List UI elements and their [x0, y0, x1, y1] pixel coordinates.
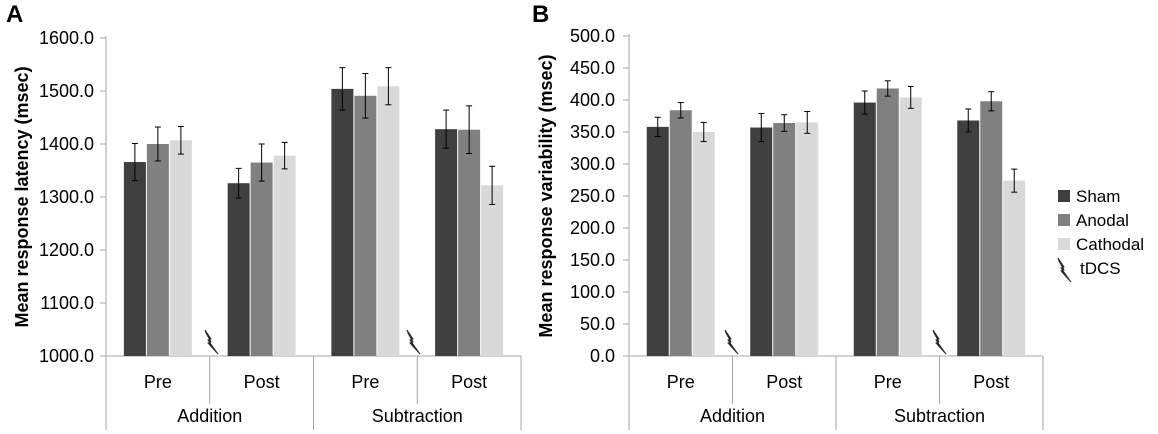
- y-tick-label: 300.0: [570, 154, 615, 174]
- y-tick-label: 350.0: [570, 122, 615, 142]
- legend-label: Cathodal: [1076, 235, 1144, 254]
- y-tick-label: 0.0: [590, 346, 615, 366]
- x-group-label: Addition: [177, 406, 242, 426]
- x-group-label: Addition: [700, 406, 765, 426]
- bar: [331, 88, 354, 356]
- bar: [773, 123, 796, 356]
- bar: [377, 86, 400, 356]
- panel-letter-A: A: [6, 1, 23, 28]
- bar: [481, 185, 504, 356]
- bar: [250, 162, 273, 356]
- y-axis-title: Mean response latency (msec): [12, 66, 32, 327]
- bar: [1003, 180, 1026, 356]
- legend-tdcs-icon: [1057, 257, 1072, 283]
- y-tick-label: 400.0: [570, 90, 615, 110]
- y-tick-label: 250.0: [570, 186, 615, 206]
- legend-swatch: [1058, 214, 1070, 226]
- bar: [646, 126, 669, 356]
- y-tick-label: 450.0: [570, 58, 615, 78]
- y-tick-label: 1300.0: [39, 187, 94, 207]
- tdcs-marker-icon: [204, 329, 219, 355]
- bar: [169, 140, 192, 356]
- y-tick-label: 200.0: [570, 218, 615, 238]
- x-category-label: Pre: [351, 372, 379, 392]
- x-group-label: Subtraction: [894, 406, 985, 426]
- x-category-label: Pre: [144, 372, 172, 392]
- bar: [354, 95, 377, 357]
- y-tick-label: 1600.0: [39, 28, 94, 48]
- legend-swatch: [1058, 190, 1070, 202]
- bar: [980, 101, 1003, 356]
- y-tick-label: 100.0: [570, 282, 615, 302]
- bar: [146, 144, 169, 356]
- y-tick-label: 1200.0: [39, 240, 94, 260]
- bar: [227, 183, 250, 356]
- y-tick-label: 1100.0: [40, 293, 94, 313]
- bar: [692, 132, 715, 356]
- bar: [899, 97, 922, 356]
- y-tick-label: 1500.0: [39, 81, 94, 101]
- bar: [669, 110, 692, 357]
- tdcs-marker-icon: [932, 329, 947, 355]
- legend-swatch: [1058, 238, 1070, 250]
- y-axis-title: Mean response variability (msec): [536, 54, 556, 337]
- legend-label: Anodal: [1076, 211, 1129, 230]
- bar: [876, 88, 899, 356]
- bar: [957, 120, 980, 356]
- y-tick-label: 1400.0: [39, 134, 94, 154]
- tdcs-marker-icon: [724, 329, 739, 355]
- bar: [123, 162, 146, 356]
- bar: [750, 127, 773, 357]
- y-tick-label: 500.0: [570, 26, 615, 46]
- x-category-label: Post: [973, 372, 1009, 392]
- x-category-label: Post: [244, 372, 280, 392]
- x-category-label: Post: [766, 372, 802, 392]
- x-group-label: Subtraction: [372, 406, 463, 426]
- legend-label: Sham: [1076, 187, 1120, 206]
- bar: [853, 102, 876, 356]
- panel-letter-B: B: [532, 1, 549, 28]
- bar: [273, 155, 296, 356]
- legend-label-tdcs: tDCS: [1080, 259, 1121, 278]
- bar: [796, 122, 819, 357]
- y-tick-label: 50.0: [580, 314, 615, 334]
- bar: [435, 129, 458, 356]
- y-tick-label: 1000.0: [39, 346, 94, 366]
- y-tick-label: 150.0: [570, 250, 615, 270]
- bar: [458, 129, 481, 356]
- tdcs-marker-icon: [406, 329, 421, 355]
- x-category-label: Pre: [667, 372, 695, 392]
- x-category-label: Post: [451, 372, 487, 392]
- x-category-label: Pre: [874, 372, 902, 392]
